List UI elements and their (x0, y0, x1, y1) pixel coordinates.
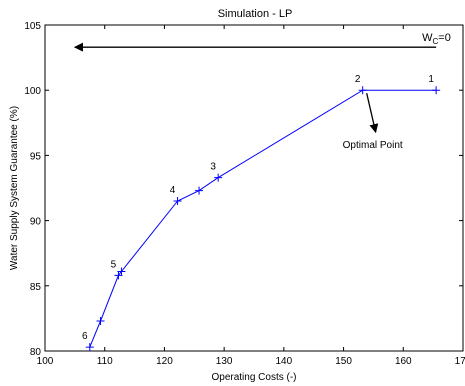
data-point (96, 317, 105, 326)
data-point (85, 343, 94, 352)
point-label: 2 (355, 74, 361, 85)
x-tick-label: 170 (455, 356, 465, 367)
data-series (85, 86, 441, 352)
x-axis-label: Operating Costs (-) (211, 372, 296, 383)
x-tick-label: 150 (335, 356, 352, 367)
chart-title: Simulation - LP (218, 8, 293, 20)
point-label: 4 (170, 185, 176, 196)
x-tick-label: 130 (216, 356, 233, 367)
point-label: 3 (210, 162, 216, 173)
y-tick-label: 100 (24, 86, 41, 97)
data-point (195, 186, 204, 195)
x-tick-label: 110 (97, 356, 113, 367)
x-tick-label: 120 (156, 356, 173, 367)
x-axis: 100 110 120 130 140 150 160 170 (37, 25, 465, 367)
y-tick-label: 80 (30, 347, 42, 358)
y-axis: 80 85 90 95 100 105 (24, 21, 463, 358)
plot-frame (44, 24, 464, 352)
x-tick-label: 100 (37, 356, 54, 367)
data-point (432, 86, 441, 95)
y-tick-label: 90 (30, 217, 42, 228)
y-tick-label: 85 (30, 282, 42, 293)
y-tick-label: 95 (30, 151, 42, 162)
point-label: 1 (428, 74, 434, 85)
wc-label: WC=0 (422, 32, 451, 46)
point-label: 5 (111, 259, 117, 270)
y-axis-label: Water Supply System Guarantee (%) (9, 106, 20, 270)
data-point (214, 173, 223, 182)
optimal-point-label: Optimal Point (343, 140, 403, 151)
x-tick-label: 160 (395, 356, 412, 367)
y-tick-label: 105 (24, 21, 41, 32)
x-tick-label: 140 (276, 356, 293, 367)
data-point (173, 197, 182, 206)
point-label: 6 (82, 331, 88, 342)
point-labels: 1 2 3 4 5 6 (82, 74, 434, 342)
optimal-point-arrow (366, 93, 379, 134)
data-point (358, 86, 367, 95)
data-point (117, 267, 126, 276)
annotations: WC=0 Optimal Point (73, 32, 451, 151)
